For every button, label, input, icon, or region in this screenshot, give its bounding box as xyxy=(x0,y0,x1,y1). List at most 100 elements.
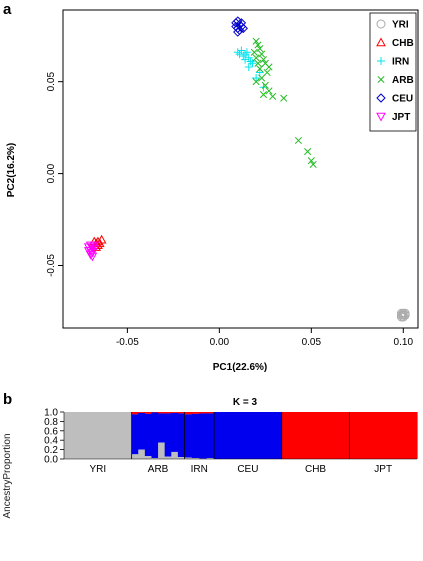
ancestry-segment xyxy=(171,412,179,452)
point-irn xyxy=(233,48,242,57)
y-tick-label: 0.4 xyxy=(44,436,58,447)
group-labels: YRI ARB IRN CEU CHB JPT xyxy=(89,464,392,475)
y-tick-label: 0.0 xyxy=(44,455,58,466)
group-dividers xyxy=(63,412,417,460)
ancestry-bars xyxy=(64,412,418,459)
legend: YRI CHB IRN ARB CEU JPT xyxy=(369,12,417,132)
point-arb xyxy=(250,48,258,56)
point-arb xyxy=(258,74,266,82)
y-tick-label: 0.8 xyxy=(44,417,58,428)
point-arb xyxy=(256,65,264,73)
point-jpt xyxy=(89,241,100,251)
panel-a-letter: a xyxy=(3,1,12,18)
point-jpt xyxy=(83,247,94,256)
ancestry-segment xyxy=(281,412,317,459)
point-irn xyxy=(252,74,261,83)
ancestry-segment xyxy=(171,412,179,413)
ancestry-segment xyxy=(191,458,200,459)
y-tick-label: -0.05 xyxy=(46,254,57,277)
point-arb xyxy=(261,81,269,89)
ancestry-segment xyxy=(164,413,172,457)
series-ceu xyxy=(231,16,248,37)
point-arb xyxy=(294,136,302,145)
point-irn xyxy=(235,50,244,59)
ancestry-segment xyxy=(97,412,133,459)
point-irn xyxy=(239,51,248,60)
x-tick-label: 0.05 xyxy=(302,337,322,348)
group-label: JPT xyxy=(374,464,392,475)
x-axis-title: PC1(22.6%) xyxy=(213,362,267,373)
y-tick-label: 1.0 xyxy=(44,408,58,419)
y-axis-ticks: -0.05 0.00 0.05 xyxy=(46,72,63,277)
ancestry-segment xyxy=(214,412,249,459)
x-axis-ticks: -0.05 0.00 0.05 0.10 xyxy=(116,328,413,348)
point-yri xyxy=(396,308,406,318)
series-arb xyxy=(250,37,317,168)
point-jpt xyxy=(87,252,98,262)
ancestry-segment xyxy=(158,442,166,459)
y-axis-title: PC2(16.2%) xyxy=(6,143,17,197)
legend-label-jpt: JPT xyxy=(392,112,410,123)
ancestry-segment xyxy=(206,458,215,459)
legend-label-yri: YRI xyxy=(392,20,409,31)
ancestry-segment xyxy=(158,412,166,414)
panel-b-letter: b xyxy=(3,391,12,408)
ancestry-segment xyxy=(131,414,139,455)
ancestry-segment xyxy=(138,412,146,450)
y-tick-label: 0.6 xyxy=(44,426,58,437)
legend-label-irn: IRN xyxy=(392,57,409,68)
y-axis-ticks: 0.00.20.40.60.81.0 xyxy=(44,408,64,466)
point-arb xyxy=(254,41,262,49)
point-arb xyxy=(259,56,268,64)
series-irn xyxy=(233,46,268,92)
ancestry-segment xyxy=(164,456,172,459)
ancestry-segment xyxy=(144,412,153,414)
legend-marker-arb xyxy=(377,75,385,84)
ancestry-segment xyxy=(349,412,384,459)
point-arb xyxy=(280,94,288,102)
group-label: CEU xyxy=(237,464,258,475)
point-arb xyxy=(256,45,264,53)
legend-label-chb: CHB xyxy=(392,38,414,49)
ancestry-segment xyxy=(177,413,186,458)
group-label: ARB xyxy=(148,464,169,475)
ancestry-segment xyxy=(151,412,159,459)
point-ceu xyxy=(238,23,248,34)
legend-marker-ceu xyxy=(376,93,386,103)
legend-label-arb: ARB xyxy=(392,75,414,86)
point-irn xyxy=(244,53,253,62)
point-arb xyxy=(269,92,277,100)
point-arb xyxy=(252,78,260,86)
point-irn xyxy=(248,59,257,68)
ancestry-segment xyxy=(184,414,193,458)
ancestry-segment xyxy=(164,412,172,414)
point-arb xyxy=(263,68,271,77)
pca-scatter-plot: -0.05 0.00 0.05 0.10 -0.05 0.00 0.05 PC1(22.6… xyxy=(6,9,419,373)
ancestry-segment xyxy=(64,412,99,459)
ancestry-segment xyxy=(184,457,193,459)
point-arb xyxy=(259,91,268,99)
point-arb xyxy=(309,160,317,168)
point-arb xyxy=(258,50,266,58)
point-arb xyxy=(254,59,262,67)
ancestry-segment xyxy=(151,458,159,459)
group-label: CHB xyxy=(305,464,326,475)
point-irn xyxy=(242,48,251,57)
ancestry-segment xyxy=(206,412,215,414)
ancestry-segment xyxy=(199,413,208,459)
ancestry-segment xyxy=(131,412,139,415)
legend-marker-jpt xyxy=(376,112,386,122)
point-arb xyxy=(265,87,273,95)
point-chb xyxy=(89,236,100,246)
point-arb xyxy=(252,54,260,62)
point-yri xyxy=(396,312,406,322)
ancestry-segment xyxy=(144,413,153,457)
point-irn xyxy=(237,46,246,55)
legend-marker-irn xyxy=(377,57,385,65)
point-arb xyxy=(252,37,260,45)
ancestry-segment xyxy=(138,412,146,413)
point-irn xyxy=(246,57,255,66)
legend-box xyxy=(369,12,417,132)
ancestry-segment xyxy=(144,456,153,459)
